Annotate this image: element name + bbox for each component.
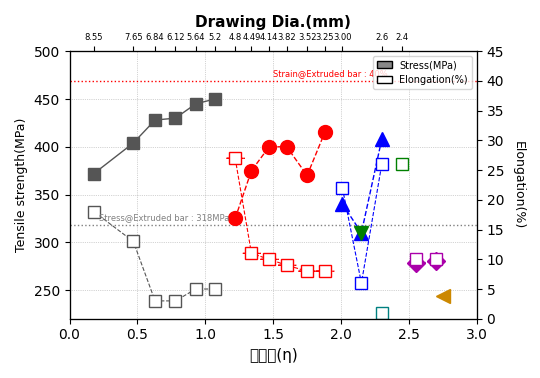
X-axis label: 가공도(η): 가공도(η): [249, 348, 298, 363]
Text: Stress@Extruded bar : 318MPa: Stress@Extruded bar : 318MPa: [99, 213, 230, 222]
Text: Strain@Extruded bar : 40%: Strain@Extruded bar : 40%: [273, 69, 388, 78]
Legend: Stress(MPa), Elongation(%): Stress(MPa), Elongation(%): [373, 56, 472, 89]
Y-axis label: Elongation(%): Elongation(%): [512, 141, 525, 229]
Y-axis label: Tensile strength(MPa): Tensile strength(MPa): [15, 118, 28, 252]
X-axis label: Drawing Dia.(mm): Drawing Dia.(mm): [195, 15, 351, 30]
